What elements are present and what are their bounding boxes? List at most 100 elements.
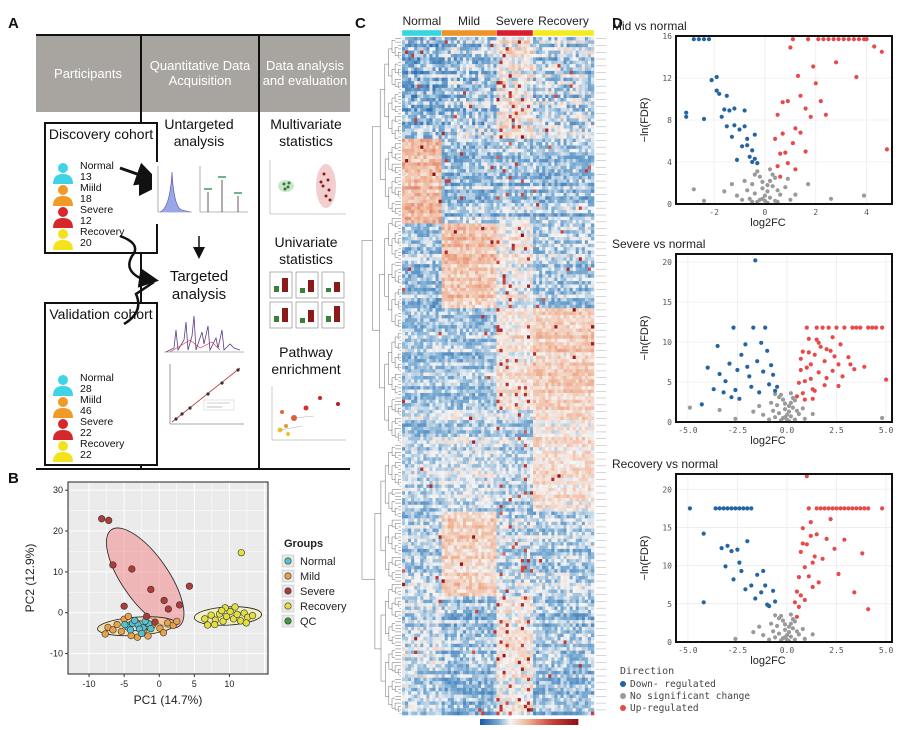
heatmap-cell xyxy=(487,281,491,285)
heatmap-cell xyxy=(435,253,439,258)
heatmap-cell xyxy=(526,277,531,282)
heatmap-cell xyxy=(481,216,485,221)
heatmap-cell xyxy=(551,43,555,48)
heatmap-cell xyxy=(499,67,503,72)
heatmap-cell xyxy=(462,131,467,136)
heatmap-cell xyxy=(423,162,427,167)
heatmap-cell xyxy=(584,199,589,204)
heatmap-cell xyxy=(581,47,586,51)
heatmap-cell xyxy=(414,209,418,214)
heatmap-cell xyxy=(444,50,449,55)
heatmap-cell xyxy=(478,108,482,112)
heatmap-cell xyxy=(459,226,464,231)
heatmap-cell xyxy=(530,142,534,146)
heatmap-cell xyxy=(426,94,430,99)
heatmap-cell xyxy=(420,247,424,251)
heatmap-cell xyxy=(484,284,488,289)
heatmap-cell xyxy=(502,186,506,190)
heatmap-cell xyxy=(551,155,555,160)
heatmap-cell xyxy=(444,142,449,146)
heatmap-cell xyxy=(496,220,500,224)
heatmap-cell xyxy=(456,203,461,207)
heatmap-cell xyxy=(578,203,583,207)
heatmap-cell xyxy=(466,43,470,48)
heatmap-cell xyxy=(411,213,415,217)
heatmap-cell xyxy=(414,203,418,207)
heatmap-cell xyxy=(554,209,558,214)
heatmap-cell xyxy=(566,50,570,55)
heatmap-cell xyxy=(554,70,558,75)
heatmap-cell xyxy=(581,253,586,258)
heatmap-cell xyxy=(572,196,577,201)
heatmap-cell xyxy=(441,274,445,278)
heatmap-cell xyxy=(469,162,473,167)
heatmap-cell xyxy=(575,257,580,262)
heatmap-cell xyxy=(557,260,561,265)
heatmap-cell xyxy=(581,287,586,292)
heatmap-cell xyxy=(536,104,540,109)
heatmap-cell xyxy=(447,243,452,248)
heatmap-cell xyxy=(590,77,595,82)
heatmap-cell xyxy=(511,101,516,106)
heatmap-cell xyxy=(414,87,418,92)
heatmap-cell xyxy=(429,230,433,234)
heatmap-cell xyxy=(557,74,561,78)
heatmap-cell xyxy=(542,216,546,221)
heatmap-cell xyxy=(481,138,485,143)
heatmap-cell xyxy=(587,128,592,133)
heatmap-cell xyxy=(502,209,506,214)
heatmap-cell xyxy=(466,220,470,224)
heatmap-cell xyxy=(542,199,546,204)
heatmap-cell xyxy=(453,267,458,272)
heatmap-cell xyxy=(517,287,522,292)
heatmap-cell xyxy=(526,172,531,177)
heatmap-cell xyxy=(533,243,537,248)
heatmap-cell xyxy=(456,192,461,197)
heatmap-cell xyxy=(569,260,573,265)
heatmap-cell xyxy=(475,165,479,170)
heatmap-cell xyxy=(526,189,531,194)
heatmap-cell xyxy=(496,128,500,133)
heatmap-cell xyxy=(542,281,546,285)
heatmap-cell xyxy=(560,50,564,55)
heatmap-cell xyxy=(575,243,580,248)
heatmap-cell xyxy=(484,247,488,251)
heatmap-cell xyxy=(426,53,430,58)
pca-legend-label: Normal xyxy=(300,556,335,568)
heatmap-cell xyxy=(575,131,580,136)
header-analysis: Data analysis and evaluation xyxy=(260,34,350,112)
heatmap-cell xyxy=(563,67,567,72)
heatmap-cell xyxy=(508,145,513,150)
heatmap-cell xyxy=(466,159,470,163)
heatmap-cell xyxy=(423,98,427,102)
heatmap-cell xyxy=(417,81,421,85)
heatmap-cell xyxy=(429,104,433,109)
heatmap-cell xyxy=(523,281,528,285)
heatmap-cell xyxy=(581,118,586,123)
heatmap-cell xyxy=(557,121,561,126)
heatmap-cell xyxy=(466,237,470,241)
heatmap-cell xyxy=(453,199,458,204)
heatmap-cell xyxy=(499,111,503,116)
heatmap-cell xyxy=(511,98,516,102)
pca-xtick-label: -10 xyxy=(83,679,96,689)
heatmap-cell xyxy=(545,53,549,58)
heatmap-cell xyxy=(526,250,531,255)
heatmap-cell xyxy=(572,57,577,62)
heatmap-cell xyxy=(435,131,439,136)
heatmap-cell xyxy=(539,209,543,214)
heatmap-cell xyxy=(545,84,549,89)
heatmap-cell xyxy=(508,162,513,167)
heatmap-cell xyxy=(462,47,467,51)
heatmap-cell xyxy=(496,199,500,204)
heatmap-cell xyxy=(545,159,549,163)
heatmap-cell xyxy=(432,162,436,167)
heatmap-cell xyxy=(502,128,506,133)
heatmap-cell xyxy=(493,270,497,275)
heatmap-cell xyxy=(484,159,488,163)
heatmap-cell xyxy=(590,148,595,153)
heatmap-cell xyxy=(481,135,485,139)
heatmap-cell xyxy=(490,108,494,112)
heatmap-cell xyxy=(542,47,546,51)
heatmap-cell xyxy=(435,213,439,217)
